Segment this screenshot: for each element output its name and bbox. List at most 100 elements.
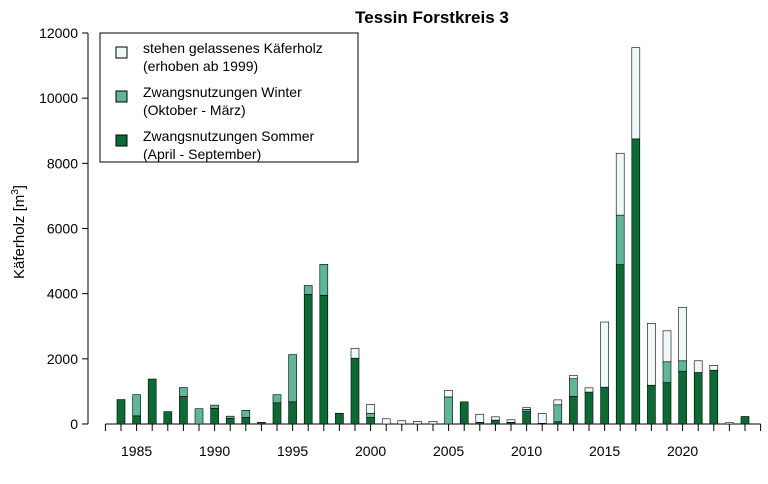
- legend-summer-line2: (April - September): [143, 146, 261, 162]
- bar-standing-2012: [553, 399, 563, 406]
- bar-winter-1997: [319, 264, 329, 296]
- svg-text:Käferholz [m3]: Käferholz [m3]: [10, 185, 28, 279]
- bar-summer-2022: [709, 369, 719, 425]
- bar-winter-1992: [241, 410, 251, 418]
- bar-summer-1990: [210, 408, 219, 425]
- bar-standing-2014: [584, 387, 594, 393]
- bar-winter-1989: [194, 408, 204, 425]
- bar-summer-1984: [116, 399, 126, 425]
- y-axis-label-close: ]: [11, 185, 28, 189]
- bar-summer-2020: [678, 370, 687, 425]
- chart-title: Tessin Forstkreis 3: [355, 8, 509, 27]
- legend-standing-line2: (erhoben ab 1999): [143, 58, 258, 74]
- bar-winter-2020: [678, 360, 687, 372]
- bar-summer-2013: [569, 396, 578, 425]
- bar-standing-2010: [522, 407, 531, 410]
- y-tick-label: 12000: [39, 25, 78, 41]
- bar-winter-1985: [132, 394, 141, 417]
- bar-summer-2015: [600, 386, 609, 425]
- legend-summer-line1: Zwangsnutzungen Sommer: [143, 128, 315, 144]
- bar-summer-2016: [615, 264, 625, 425]
- bar-standing-2015: [600, 321, 609, 388]
- bar-summer-2014: [584, 391, 594, 425]
- bar-standing-2018: [647, 323, 656, 386]
- legend: stehen gelassenes Käferholz (erhoben ab …: [99, 32, 359, 163]
- y-tick-label: 10000: [39, 90, 78, 106]
- bar-standing-2011: [537, 413, 547, 424]
- legend-swatch-standing: [115, 46, 128, 59]
- bar-standing-2001: [381, 418, 391, 425]
- bar-summer-2019: [662, 382, 672, 425]
- bar-summer-2017: [631, 138, 641, 425]
- bar-summer-2008: [491, 419, 500, 425]
- x-axis: 1985 1990 1995 2000 2005 2010 2015 2020: [104, 423, 762, 459]
- bar-summer-2018: [647, 384, 656, 425]
- legend-swatch-winter: [115, 90, 128, 103]
- legend-standing-line1: stehen gelassenes Käferholz: [143, 40, 323, 56]
- bar-winter-2019: [662, 361, 672, 383]
- bar-standing-2007: [475, 413, 485, 423]
- bar-winter-2012: [553, 404, 563, 423]
- y-axis-label: Käferholz [m3]: [10, 185, 28, 279]
- y-axis-label-main: Käferholz [m: [11, 195, 28, 279]
- bar-summer-1993: [257, 422, 266, 425]
- bar-standing-2004: [428, 421, 438, 425]
- bar-summer-2010: [522, 411, 531, 425]
- bar-standing-2023: [725, 422, 734, 425]
- y-tick-label: 0: [70, 416, 78, 432]
- bar-standing-2022: [709, 365, 719, 371]
- bar-standing-1999: [350, 348, 360, 359]
- y-axis: 0 2000 4000 6000 8000 10000 12000: [39, 25, 89, 432]
- bar-summer-1996: [303, 294, 313, 425]
- bar-winter-2005: [444, 396, 453, 425]
- bar-winter-1995: [288, 354, 297, 403]
- bar-summer-2021: [693, 372, 703, 425]
- bar-winter-2013: [569, 378, 578, 397]
- bar-winter-1996: [303, 285, 313, 295]
- legend-swatch-summer: [115, 134, 128, 147]
- bar-standing-2008: [491, 416, 500, 421]
- bar-winter-2010: [522, 409, 531, 412]
- x-tick-label: 2010: [511, 443, 542, 459]
- x-tick-label: 1990: [199, 443, 230, 459]
- bar-summer-1985: [132, 415, 141, 425]
- x-tick-label: 2000: [355, 443, 386, 459]
- y-tick-label: 2000: [47, 351, 78, 367]
- bar-standing-2013: [569, 375, 578, 380]
- bar-standing-2002: [397, 420, 407, 425]
- bar-summer-1999: [350, 357, 360, 425]
- bar-summer-1997: [319, 294, 329, 425]
- bar-standing-2017: [631, 47, 641, 140]
- bar-summer-1991: [225, 418, 235, 425]
- bar-summer-1992: [241, 417, 251, 425]
- x-tick-label: 2015: [589, 443, 620, 459]
- legend-box: [99, 32, 359, 163]
- legend-winter-line1: Zwangsnutzungen Winter: [143, 84, 302, 100]
- y-tick-label: 8000: [47, 155, 78, 171]
- bar-summer-1998: [335, 412, 344, 425]
- bar-standing-2020: [678, 307, 687, 362]
- y-tick-label: 6000: [47, 221, 78, 237]
- bar-standing-2000: [366, 404, 375, 414]
- bar-summer-2006: [459, 401, 469, 425]
- bar-summer-2012: [553, 421, 563, 425]
- bar-summer-1986: [147, 378, 157, 425]
- y-axis-label-superscript: 3: [10, 189, 21, 195]
- x-tick-label: 2005: [433, 443, 464, 459]
- bar-summer-2024: [740, 416, 750, 425]
- bar-winter-2000: [366, 412, 375, 418]
- x-tick-label: 1985: [121, 443, 152, 459]
- bar-summer-1995: [288, 401, 297, 425]
- bar-summer-2000: [366, 417, 375, 425]
- bar-summer-1987: [163, 411, 173, 425]
- bar-standing-2003: [413, 421, 422, 425]
- bar-winter-1988: [179, 387, 188, 397]
- bar-winter-2016: [615, 214, 625, 265]
- bar-winter-1994: [272, 394, 282, 404]
- bar-standing-2005: [444, 390, 453, 398]
- bar-summer-1988: [179, 396, 188, 425]
- x-tick-label: 1995: [277, 443, 308, 459]
- legend-winter-line2: (Oktober - März): [143, 102, 246, 118]
- x-tick-label: 2020: [667, 443, 698, 459]
